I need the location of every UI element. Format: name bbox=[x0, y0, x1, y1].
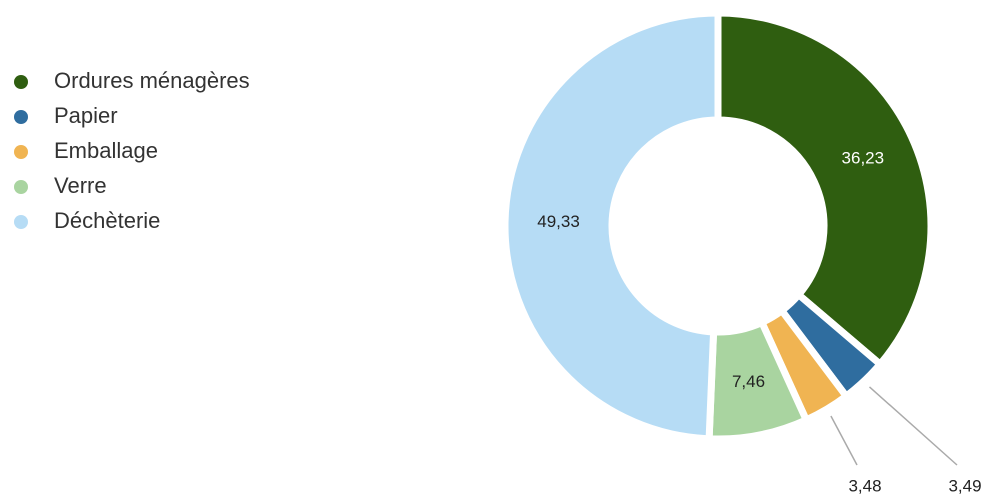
donut-slice bbox=[501, 9, 722, 443]
legend-marker bbox=[14, 110, 28, 124]
legend-marker bbox=[14, 145, 28, 159]
legend-marker bbox=[14, 180, 28, 194]
legend-label: Ordures ménagères bbox=[54, 68, 250, 93]
leader-line bbox=[868, 386, 958, 466]
legend-label: Emballage bbox=[54, 138, 158, 163]
data-label: 36,23 bbox=[842, 149, 885, 168]
legend-label: Verre bbox=[54, 173, 107, 198]
legend-label: Déchèterie bbox=[54, 208, 160, 233]
legend-marker bbox=[14, 215, 28, 229]
legend-marker bbox=[14, 75, 28, 89]
data-label: 49,33 bbox=[537, 212, 580, 231]
data-label: 3,49 bbox=[948, 476, 981, 495]
data-label: 7,46 bbox=[732, 372, 765, 391]
data-label: 3,48 bbox=[848, 476, 881, 495]
leader-line bbox=[830, 415, 858, 466]
legend-label: Papier bbox=[54, 103, 118, 128]
donut-slice bbox=[714, 9, 935, 370]
